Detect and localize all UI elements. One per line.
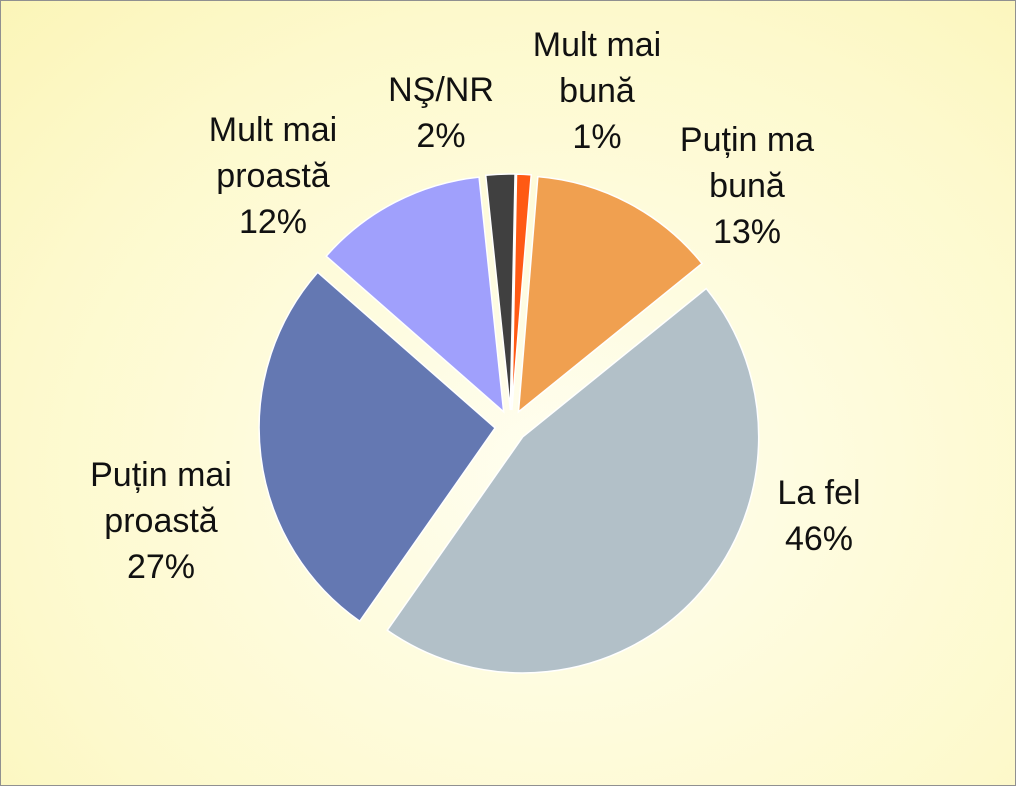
- pie-slice: [517, 175, 704, 414]
- category-label: Puțin mai proastă: [90, 456, 232, 540]
- pie-slice: [484, 173, 516, 411]
- slice-label: Puțin ma bună 13%: [659, 117, 835, 255]
- value-label: 12%: [238, 203, 308, 241]
- value-label: 27%: [126, 548, 196, 586]
- pie-slice: [386, 287, 760, 674]
- slice-label: NŞ/NR 2%: [353, 67, 529, 159]
- pie-slice: [258, 271, 497, 623]
- value-label: 46%: [784, 520, 854, 558]
- slice-label: Mult mai bună 1%: [509, 22, 685, 160]
- category-label: La fel: [777, 474, 861, 512]
- category-label: Puțin ma bună: [679, 121, 815, 205]
- slice-label: Mult mai proastă 12%: [185, 107, 361, 245]
- category-label: Mult mai bună: [532, 26, 662, 110]
- category-label: NŞ/NR: [388, 71, 494, 109]
- value-label: 1%: [572, 118, 622, 156]
- slice-label: La fel 46%: [731, 470, 907, 562]
- value-label: 2%: [416, 117, 466, 155]
- pie-slice: [511, 173, 533, 411]
- slice-label: Puțin mai proastă 27%: [73, 452, 249, 590]
- category-label: Mult mai proastă: [208, 111, 338, 195]
- value-label: 13%: [712, 213, 782, 251]
- pie-slice: [325, 176, 505, 414]
